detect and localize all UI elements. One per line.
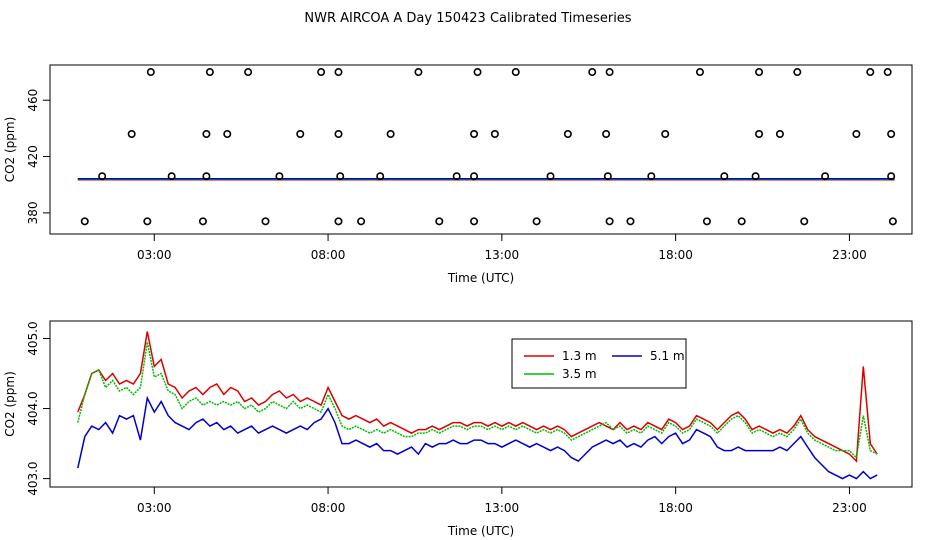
x-tick-label: 18:00 [658,248,693,262]
y-tick-label: 403.0 [26,461,40,495]
outlier-point [317,68,326,77]
x-tick-label: 13:00 [485,248,520,262]
outlier-point [202,172,211,181]
y-tick-label: 460 [26,89,40,112]
x-tick-label: 08:00 [311,501,346,515]
outlier-point [223,130,232,139]
outlier-point [452,172,461,181]
outlier-point [755,130,764,139]
x-tick-label: 03:00 [137,248,172,262]
outlier-point [414,68,423,77]
figure-title: NWR AIRCOA A Day 150423 Calibrated Times… [304,11,631,26]
outlier-point [626,217,635,226]
outlier-point [563,130,572,139]
x-axis-label: Time (UTC) [447,271,514,285]
outlier-point [275,172,284,181]
outlier-point [793,68,802,77]
top-chart-panel: 03:00 08:00 13:00 18:00 23:00 Time (UTC) 380 42… [3,64,913,285]
legend-label: 1.3 m [562,349,597,363]
outlier-point [866,68,875,77]
outlier-point [376,172,385,181]
outlier-point [244,68,253,77]
y-tick-label: 380 [26,201,40,224]
outlier-point [702,217,711,226]
outlier-point [695,68,704,77]
outlier-point [800,217,809,226]
outlier-point [470,172,479,181]
x-tick-label: 08:00 [311,248,346,262]
x-tick-label: 03:00 [137,501,172,515]
outlier-point [737,217,746,226]
outlier-point [334,68,343,77]
series-line-13m [77,331,878,463]
outlier-point [883,68,892,77]
outlier-point [532,217,541,226]
outlier-point [775,130,784,139]
outlier-point [546,172,555,181]
outlier-point [755,68,764,77]
outlier-point [357,217,366,226]
series-line-51m [77,395,878,480]
outlier-point [605,217,614,226]
outlier-point [720,172,729,181]
outlier-point [588,68,597,77]
outlier-point [98,172,107,181]
x-tick-label: 23:00 [832,248,867,262]
legend-label: 5.1 m [650,349,685,363]
outlier-point [605,68,614,77]
outlier-point [473,68,482,77]
outlier-point [261,217,270,226]
plot-frame [49,320,913,488]
outlier-point [80,217,89,226]
outlier-point [198,217,207,226]
outlier-point [490,130,499,139]
outlier-point [334,217,343,226]
outlier-point [887,172,896,181]
outlier-point [334,130,343,139]
x-tick-label: 18:00 [658,501,693,515]
outlier-point [888,217,897,226]
outlier-point [202,130,211,139]
x-tick-label: 13:00 [485,501,520,515]
y-tick-label: 405.0 [26,321,40,355]
plot-frame [49,64,913,235]
outlier-point [751,172,760,181]
outlier-point [146,68,155,77]
outlier-point [336,172,345,181]
y-tick-label: 420 [26,145,40,168]
bottom-chart-panel: 03:00 08:00 13:00 18:00 23:00 Time (UTC) 403.0… [3,320,913,538]
outlier-point [386,130,395,139]
outlier-point [205,68,214,77]
outlier-point [821,172,830,181]
outlier-point [647,172,656,181]
outlier-point [511,68,520,77]
legend-box [511,338,687,389]
y-axis-label: CO2 (ppm) [3,371,17,437]
series-line-35m [77,341,878,460]
outlier-point [603,172,612,181]
y-axis-label: CO2 (ppm) [3,117,17,183]
outlier-point [296,130,305,139]
outlier-point [143,217,152,226]
outlier-point [470,217,479,226]
outlier-point [435,217,444,226]
outlier-point [167,172,176,181]
outlier-point [127,130,136,139]
x-axis-label: Time (UTC) [447,524,514,538]
outlier-point [602,130,611,139]
outlier-point [887,130,896,139]
x-tick-label: 23:00 [832,501,867,515]
outlier-point [661,130,670,139]
outlier-point [852,130,861,139]
outlier-point [470,130,479,139]
legend-label: 3.5 m [562,367,597,381]
y-tick-label: 404.0 [26,391,40,425]
